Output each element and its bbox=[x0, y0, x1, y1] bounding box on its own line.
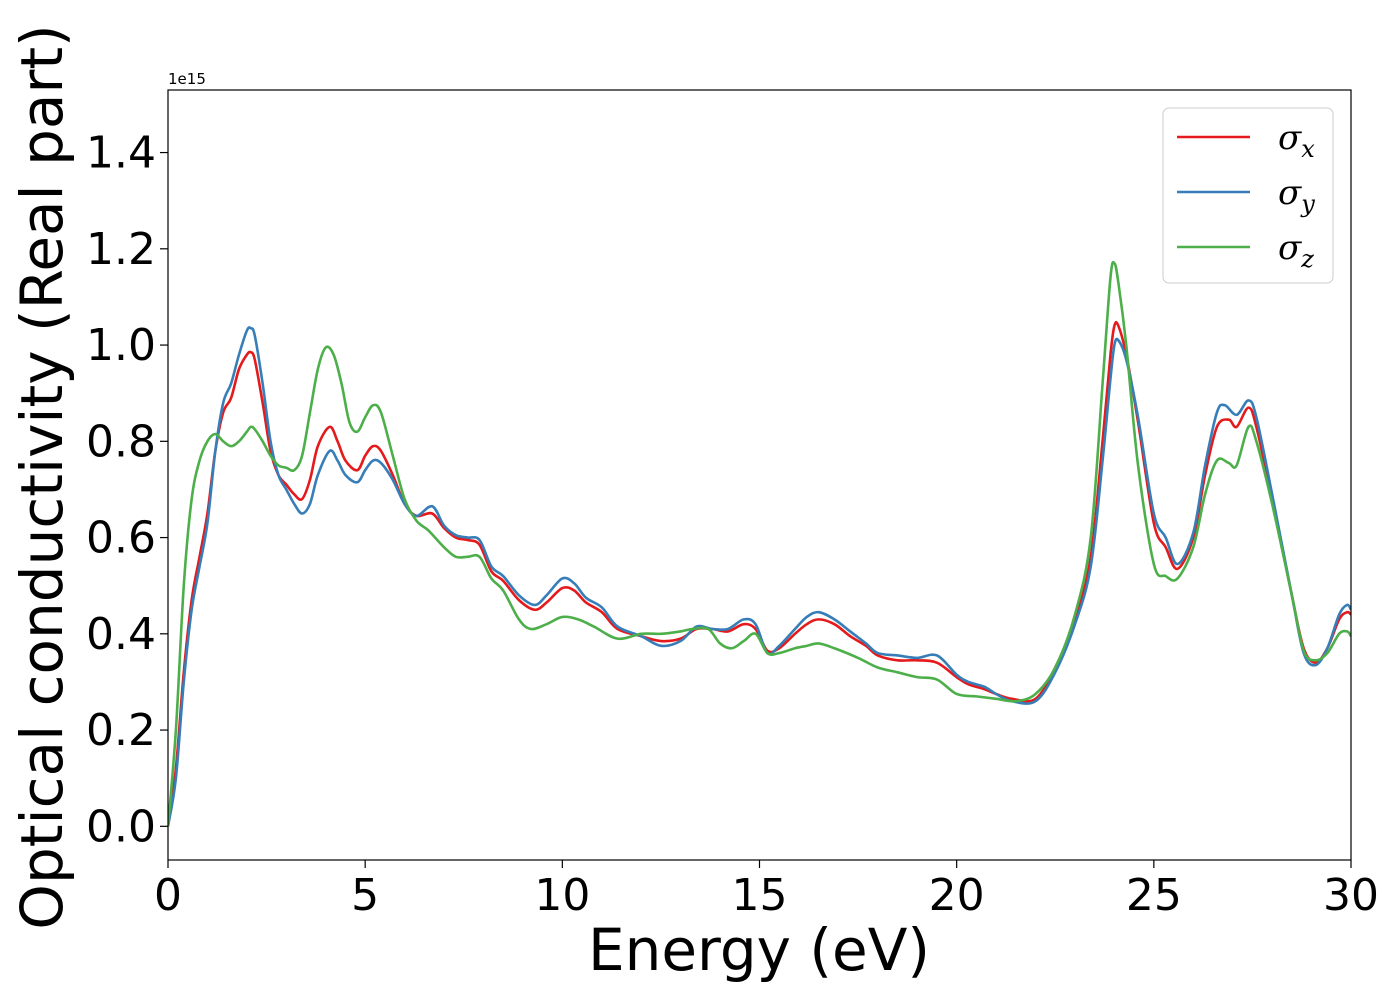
x-axis-title: Energy (eV) bbox=[588, 916, 930, 984]
y-tick-label: 0.2 bbox=[86, 705, 156, 756]
x-tick-label: 15 bbox=[732, 870, 788, 921]
series-line-z bbox=[168, 260, 1351, 827]
y-tick-label: 1.4 bbox=[86, 128, 156, 179]
series-layer bbox=[168, 260, 1351, 827]
y-tick-label: 0.0 bbox=[86, 801, 156, 852]
x-tick-label: 25 bbox=[1126, 870, 1182, 921]
y-tick-label: 0.6 bbox=[86, 513, 156, 564]
x-tick-label: 20 bbox=[929, 870, 985, 921]
series-line-y bbox=[168, 326, 1351, 827]
x-tick-label: 10 bbox=[534, 870, 590, 921]
plot-area bbox=[168, 90, 1351, 860]
y-tick-label: 1.0 bbox=[86, 320, 156, 371]
y-axis-title: Optical conductivity (Real part) bbox=[8, 24, 76, 929]
legend-label-z: σz bbox=[1278, 228, 1314, 273]
y-tick-label: 1.2 bbox=[86, 224, 156, 275]
y-axis-ticks: 0.0 0.2 0.4 0.6 0.8 1.0 1.2 1.4 bbox=[86, 128, 168, 852]
y-offset-label: 1e15 bbox=[168, 70, 206, 88]
x-tick-label: 5 bbox=[351, 870, 379, 921]
legend-box bbox=[1162, 107, 1334, 284]
x-tick-label: 30 bbox=[1323, 870, 1379, 921]
x-axis-ticks: 0 5 10 15 20 25 30 bbox=[154, 860, 1379, 921]
y-tick-label: 0.8 bbox=[86, 416, 156, 467]
y-tick-label: 0.4 bbox=[86, 609, 156, 660]
x-tick-label: 0 bbox=[154, 870, 182, 921]
